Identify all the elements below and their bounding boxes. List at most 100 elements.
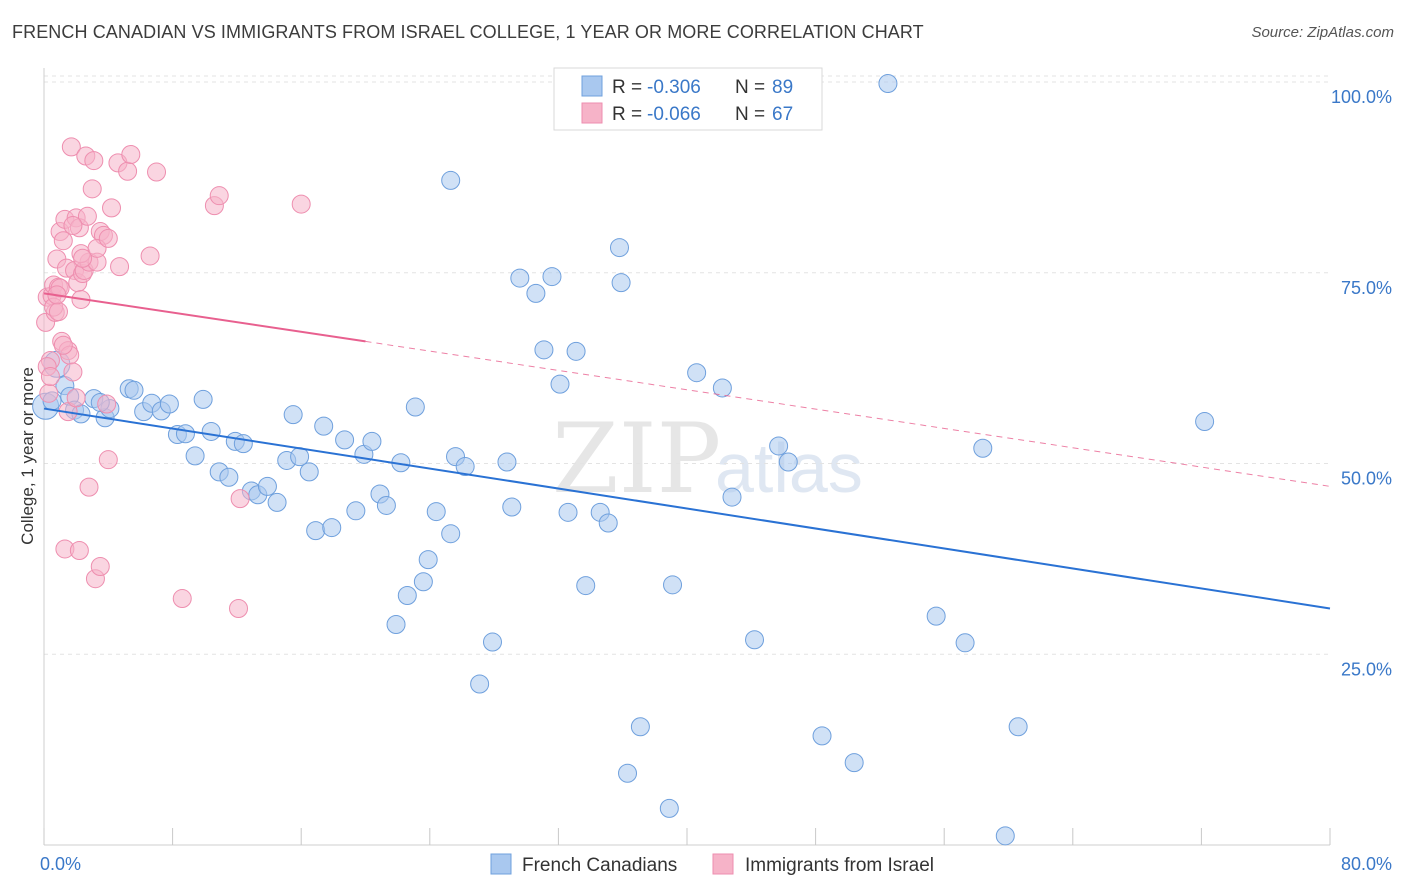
point-french-canadians [159,394,179,414]
point-israel [53,335,73,355]
point-israel [79,477,99,497]
point-french-canadians [550,374,570,394]
point-french-canadians [534,340,554,360]
point-french-canadians [576,576,596,596]
point-israel [140,246,160,266]
point-french-canadians [346,501,366,521]
point-french-canadians [124,380,144,400]
point-israel [97,394,117,414]
series-legend-label-1: French Canadians [522,855,677,876]
trend-line-israel [43,292,366,343]
point-french-canadians [722,487,742,507]
data-points [32,74,1215,846]
point-israel [90,557,110,577]
point-french-canadians [566,341,586,361]
y-tick-labels: 100.0% 75.0% 50.0% 25.0% [1331,87,1392,679]
point-french-canadians [745,630,765,650]
point-french-canadians [290,447,310,467]
point-french-canadians [955,633,975,653]
point-french-canadians [283,405,303,425]
point-french-canadians [193,389,213,409]
point-french-canadians [455,457,475,477]
legend-r-value-2: -0.066 [647,104,701,125]
point-israel [230,489,250,509]
point-israel [73,248,93,268]
point-israel [63,215,83,235]
point-french-canadians [878,74,898,94]
point-french-canadians [306,521,326,541]
legend-swatch-israel [581,102,603,124]
point-israel [98,450,118,470]
point-israel [40,367,60,387]
series-legend-swatch-2 [712,853,734,875]
legend-r-label-2: R = [612,104,642,125]
series-legend: French Canadians Immigrants from Israel [490,853,934,876]
y-tick-label: 25.0% [1341,659,1392,679]
point-french-canadians [233,434,253,454]
legend-r-label-1: R = [612,77,642,98]
point-french-canadians [778,452,798,472]
y-axis-title: College, 1 year or more [18,367,37,545]
point-french-canadians [542,267,562,287]
y-tick-label: 75.0% [1341,278,1392,298]
point-french-canadians [362,431,382,451]
point-french-canadians [769,436,789,456]
legend-r-value-1: -0.306 [647,77,701,98]
point-french-canadians [257,476,277,496]
point-french-canadians [995,826,1015,846]
point-israel [229,598,249,618]
point-french-canadians [175,424,195,444]
legend-n-label-2: N = [735,104,765,125]
point-french-canadians [812,726,832,746]
point-french-canadians [441,170,461,190]
point-french-canadians [335,430,355,450]
point-french-canadians [482,632,502,652]
x-tick-max: 80.0% [1341,854,1392,874]
point-french-canadians [314,416,334,436]
point-french-canadians [1008,717,1028,737]
point-israel [98,228,118,248]
point-french-canadians [497,452,517,472]
y-tick-label: 100.0% [1331,87,1392,107]
point-french-canadians [267,492,287,512]
point-french-canadians [712,378,732,398]
point-french-canadians [322,518,342,538]
point-french-canadians [844,753,864,773]
watermark-zip: ZIP [552,403,721,515]
chart-title: FRENCH CANADIAN VS IMMIGRANTS FROM ISRAE… [12,22,924,42]
point-israel [69,540,89,560]
point-french-canadians [659,798,679,818]
point-israel [291,194,311,214]
point-french-canadians [376,495,396,515]
correlation-legend: R = -0.306 N = 89 R = -0.066 N = 67 [553,67,823,131]
source-label: Source: ZipAtlas.com [1251,24,1394,41]
point-israel [48,302,68,322]
series-legend-label-2: Immigrants from Israel [745,855,934,876]
point-french-canadians [510,268,530,288]
legend-n-value-1: 89 [772,77,793,98]
series-legend-swatch-1 [490,853,512,875]
legend-n-value-2: 67 [772,104,793,125]
point-israel [61,137,81,157]
point-french-canadians [609,238,629,258]
point-israel [102,198,122,218]
point-french-canadians [470,674,490,694]
x-tick-min: 0.0% [40,854,81,874]
point-french-canadians [426,502,446,522]
trend-line-israel-extension [365,340,1331,487]
point-french-canadians [413,572,433,592]
point-israel [77,206,97,226]
point-israel [66,388,86,408]
point-french-canadians [219,467,239,487]
point-french-canadians [386,614,406,634]
point-israel [53,231,73,251]
gridlines [44,75,1330,655]
point-french-canadians [663,575,683,595]
trend-line-french-canadians [43,407,1331,610]
point-french-canadians [299,462,319,482]
point-french-canadians [1195,412,1215,432]
point-french-canadians [526,283,546,303]
point-israel [172,589,192,609]
point-french-canadians [558,502,578,522]
